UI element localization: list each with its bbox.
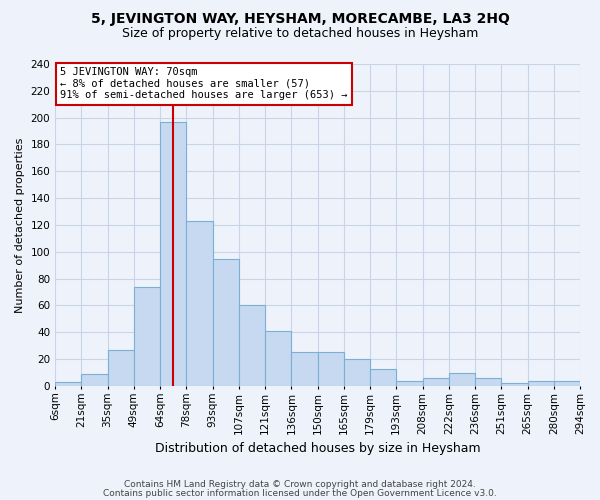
Bar: [317, 352, 344, 386]
Text: Contains public sector information licensed under the Open Government Licence v3: Contains public sector information licen…: [103, 489, 497, 498]
Text: Contains HM Land Registry data © Crown copyright and database right 2024.: Contains HM Land Registry data © Crown c…: [124, 480, 476, 489]
Bar: [397, 380, 422, 386]
X-axis label: Distribution of detached houses by size in Heysham: Distribution of detached houses by size …: [155, 442, 481, 455]
Bar: [187, 221, 212, 386]
Text: 5 JEVINGTON WAY: 70sqm
← 8% of detached houses are smaller (57)
91% of semi-deta: 5 JEVINGTON WAY: 70sqm ← 8% of detached …: [61, 67, 348, 100]
Bar: [292, 352, 317, 386]
Bar: [370, 368, 397, 386]
Text: 5, JEVINGTON WAY, HEYSHAM, MORECAMBE, LA3 2HQ: 5, JEVINGTON WAY, HEYSHAM, MORECAMBE, LA…: [91, 12, 509, 26]
Bar: [475, 378, 501, 386]
Bar: [554, 380, 580, 386]
Bar: [107, 350, 134, 386]
Bar: [527, 380, 554, 386]
Bar: [265, 331, 292, 386]
Bar: [422, 378, 449, 386]
Bar: [55, 382, 82, 386]
Bar: [449, 372, 475, 386]
Bar: [344, 359, 370, 386]
Bar: [212, 258, 239, 386]
Bar: [134, 286, 160, 386]
Bar: [82, 374, 107, 386]
Bar: [501, 384, 527, 386]
Bar: [160, 122, 187, 386]
Y-axis label: Number of detached properties: Number of detached properties: [15, 138, 25, 312]
Bar: [239, 306, 265, 386]
Text: Size of property relative to detached houses in Heysham: Size of property relative to detached ho…: [122, 28, 478, 40]
